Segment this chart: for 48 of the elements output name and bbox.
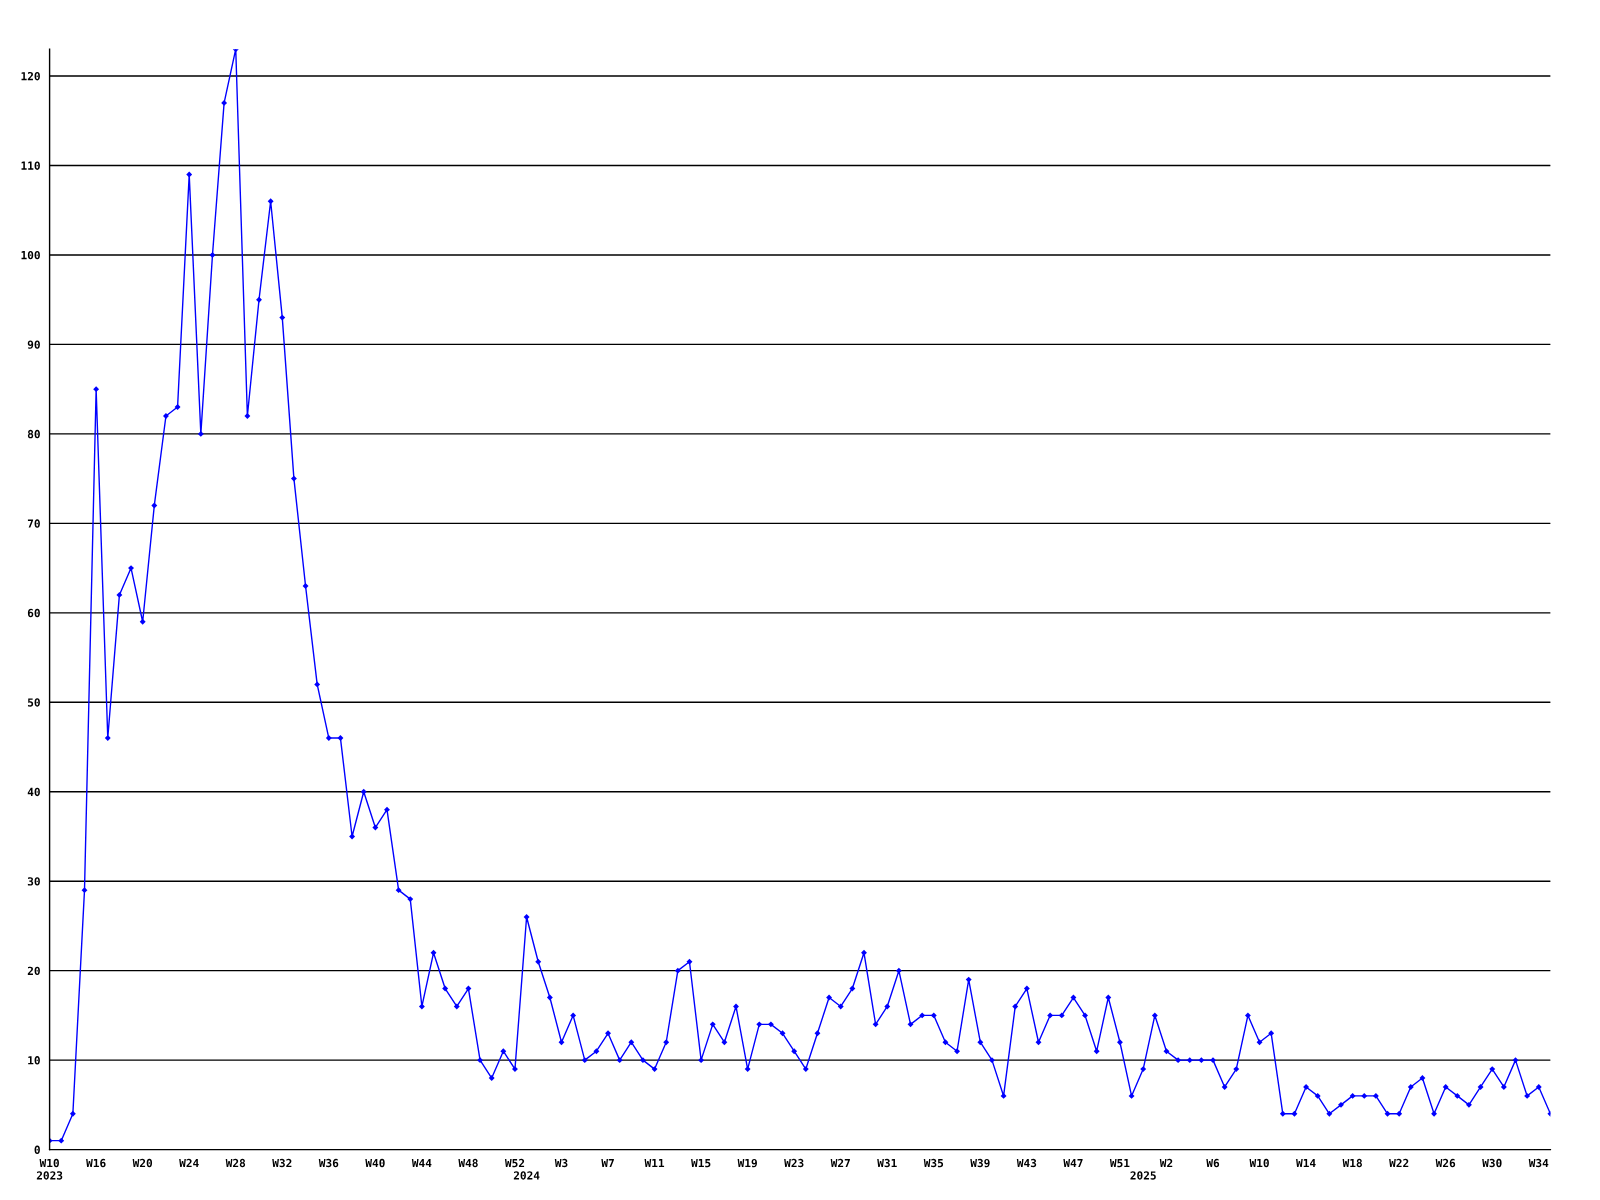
x-tick-label: W44 — [411, 1158, 432, 1168]
x-tick-label: W15 — [691, 1158, 711, 1168]
y-tick-label: 30 — [27, 877, 40, 886]
y-tick-label: 60 — [27, 608, 40, 618]
y-tick-label: 70 — [27, 519, 40, 528]
x-tick-label: W39 — [970, 1158, 990, 1168]
x-tick-label: W24 — [179, 1158, 199, 1168]
y-tick-label: 20 — [27, 966, 40, 976]
y-tick-label: 120 — [21, 72, 40, 81]
x-tick-label: W20 — [132, 1158, 153, 1168]
y-tick-label: 0 — [34, 1145, 40, 1154]
x-tick-label: W3 — [554, 1158, 568, 1168]
y-tick-label: 40 — [27, 787, 40, 797]
x-tick-label: W28 — [225, 1158, 246, 1168]
x-tick-label: W10 — [1249, 1158, 1269, 1168]
x-tick-label: 2024 — [513, 1171, 540, 1180]
x-tick-label: W26 — [1435, 1158, 1456, 1168]
x-tick-label: W47 — [1063, 1158, 1083, 1168]
x-tick-label: 2025 — [1130, 1171, 1156, 1180]
y-tick-label: 50 — [27, 698, 40, 707]
x-tick-label: W19 — [737, 1158, 757, 1168]
x-tick-label: W23 — [784, 1158, 804, 1168]
x-tick-label: W27 — [830, 1158, 850, 1168]
x-tick-label: W16 — [86, 1158, 106, 1168]
x-tick-label: W48 — [458, 1158, 478, 1168]
y-tick-label: 10 — [28, 1056, 40, 1065]
x-tick-label: W22 — [1389, 1158, 1409, 1168]
x-tick-label: W36 — [318, 1158, 339, 1168]
y-tick-label: 100 — [21, 250, 40, 260]
x-tick-label: W11 — [644, 1158, 665, 1168]
x-tick-label: W43 — [1016, 1158, 1037, 1168]
x-tick-label: W51 — [1109, 1158, 1130, 1168]
x-tick-label: W6 — [1206, 1158, 1220, 1168]
x-tick-label: W18 — [1342, 1158, 1362, 1168]
x-tick-label: W40 — [365, 1158, 385, 1168]
x-tick-label: W10 2023 — [36, 1158, 63, 1180]
x-tick-label: W32 — [272, 1158, 292, 1168]
y-tick-label: 110 — [21, 161, 40, 170]
x-tick-label: W14 — [1296, 1158, 1316, 1168]
x-tick-label: W7 — [601, 1158, 614, 1168]
x-tick-label: W34 — [1528, 1158, 1549, 1168]
x-tick-label: W31 — [877, 1158, 897, 1168]
x-tick-label: W52 — [504, 1158, 525, 1168]
x-tick-label: W2 — [1159, 1158, 1173, 1168]
x-tick-label: W30 — [1482, 1158, 1502, 1168]
y-tick-label: 80 — [27, 429, 40, 439]
x-tick-label: W35 — [923, 1158, 944, 1168]
y-tick-label: 90 — [27, 340, 40, 349]
